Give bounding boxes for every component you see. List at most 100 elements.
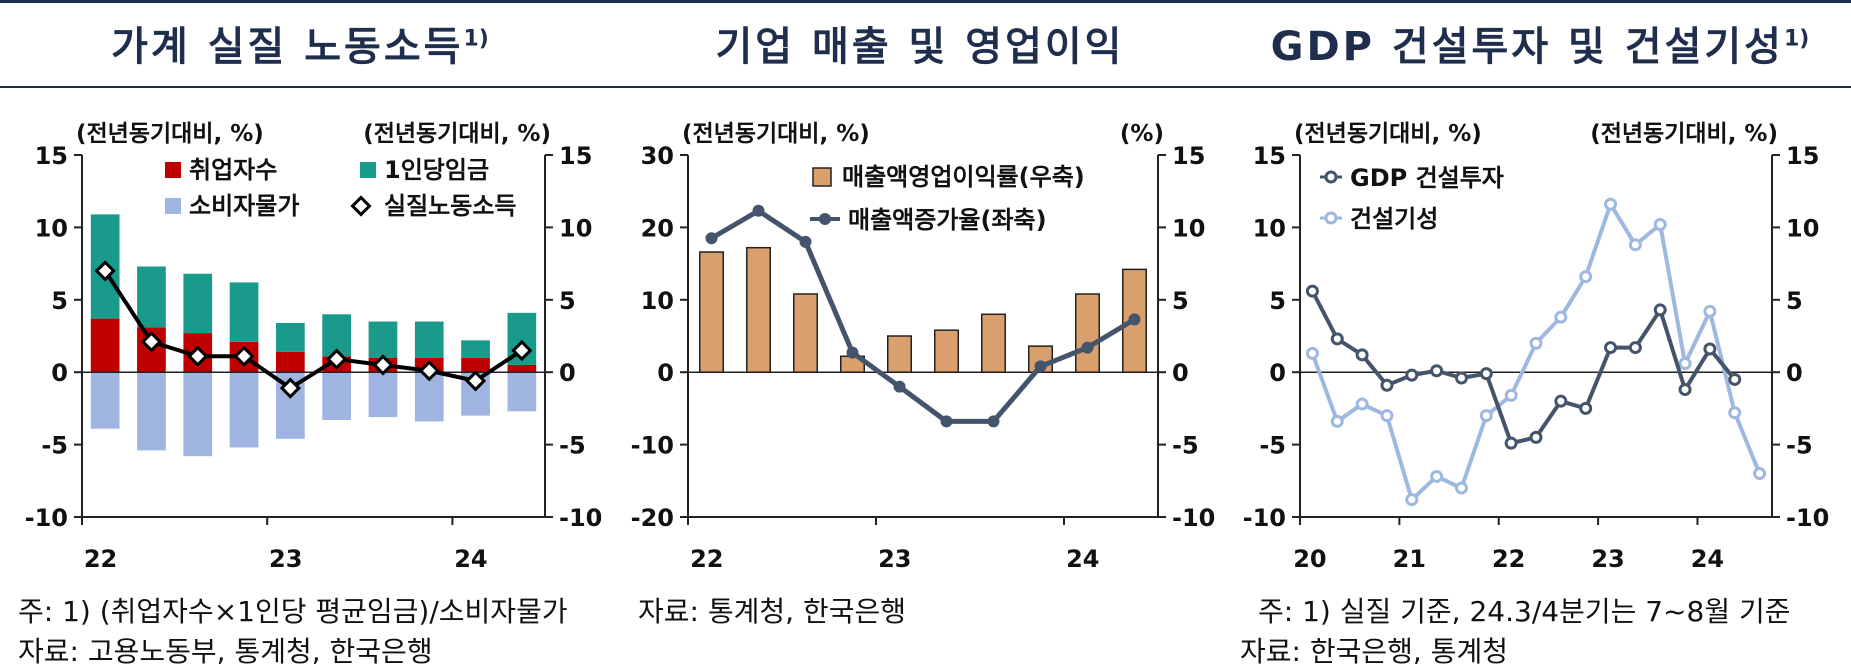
- margin-bar: [699, 251, 724, 373]
- construction-completed-point: [1604, 197, 1618, 211]
- p2-left-unit: (전년동기대비, %): [1294, 121, 1482, 147]
- sales-growth-point: [1081, 341, 1094, 354]
- p2-legend-label: 건설기성: [1350, 205, 1438, 233]
- cpi-bar: [368, 372, 398, 418]
- cpi-bar: [322, 372, 352, 420]
- construction-completed-point: [1305, 346, 1319, 360]
- p0-legend-swatch: [360, 162, 376, 178]
- wage-bar: [275, 322, 305, 352]
- sales-growth-point: [846, 346, 859, 359]
- p0-ytick-label: 15: [35, 142, 68, 170]
- margin-bar: [793, 293, 818, 373]
- construction-completed-point: [1554, 310, 1568, 324]
- cpi-bar: [229, 372, 259, 448]
- p0-y2tick-label: 15: [559, 142, 592, 170]
- p1-y2tick-label: 5: [1172, 287, 1189, 315]
- construction-completed-line: [1310, 202, 1762, 502]
- p2-y2tick-label: 5: [1786, 287, 1803, 315]
- p1-xtick-label: 24: [1066, 545, 1099, 573]
- real-income-point: [372, 354, 394, 376]
- p2-y2tick-label: 0: [1786, 359, 1803, 387]
- gdp-construction-point: [1653, 303, 1667, 317]
- p1-y2tick-label: 15: [1172, 142, 1205, 170]
- wage-bar: [414, 321, 444, 358]
- p2-ytick-label: 10: [1253, 214, 1286, 242]
- p0-ytick-label: 10: [35, 214, 68, 242]
- p2-y2tick-label: -5: [1786, 432, 1813, 460]
- p1-y2tick-label: -5: [1172, 432, 1199, 460]
- p2-xtick-label: 20: [1293, 545, 1326, 573]
- p2-ytick-label: 5: [1269, 287, 1286, 315]
- construction-completed-point: [1454, 481, 1468, 495]
- p1-legend-label: 매출액영업이익률(우축): [842, 163, 1085, 191]
- p2-legend-marker: [1324, 211, 1338, 225]
- construction-completed-point: [1330, 414, 1344, 428]
- p0-right-unit: (전년동기대비, %): [363, 121, 551, 147]
- wage-bar: [137, 266, 166, 328]
- real-income-point: [464, 370, 487, 392]
- construction-completed-point: [1479, 409, 1493, 423]
- cpi-bar: [137, 372, 166, 451]
- sales-growth-point: [752, 204, 765, 217]
- top-rule: [0, 0, 1851, 3]
- real-income-point: [187, 345, 209, 367]
- cpi-bar: [90, 372, 120, 429]
- sales-growth-point: [799, 235, 812, 248]
- wage-bar: [183, 273, 213, 334]
- construction-completed-point: [1678, 357, 1692, 371]
- cpi-bar: [507, 372, 537, 412]
- p0-y2tick-label: 5: [559, 287, 576, 315]
- sales-growth-point: [940, 415, 953, 428]
- p0-legend-swatch: [165, 198, 181, 214]
- gdp-construction-point: [1380, 378, 1394, 392]
- real-income-point: [279, 377, 301, 399]
- margin-bar: [934, 329, 959, 373]
- gdp-construction-point: [1728, 372, 1742, 386]
- p0-y2tick-label: 0: [559, 359, 576, 387]
- wage-bar: [368, 321, 398, 358]
- p1-ytick-label: 0: [657, 359, 674, 387]
- p2-xtick-label: 24: [1691, 545, 1724, 573]
- panel3-note-2: 자료: 한국은행, 통계청: [1240, 635, 1508, 668]
- construction-completed-point: [1753, 467, 1767, 481]
- p2-ytick-label: -10: [1243, 504, 1286, 532]
- p2-y2tick-label: 10: [1786, 214, 1819, 242]
- gdp-construction-point: [1305, 284, 1319, 298]
- gdp-construction-point: [1703, 342, 1717, 356]
- construction-completed-point: [1430, 469, 1444, 483]
- p0-xtick-label: 24: [454, 545, 487, 573]
- real-income-point: [511, 339, 533, 362]
- construction-completed-point: [1529, 336, 1543, 350]
- p1-ytick-label: -20: [631, 504, 674, 532]
- real-income-point: [140, 331, 163, 353]
- p2-xtick-label: 21: [1393, 545, 1426, 573]
- p0-ytick-label: -5: [41, 432, 68, 460]
- p1-xtick-label: 22: [690, 545, 723, 573]
- wage-bar: [229, 282, 259, 342]
- p2-ytick-label: 0: [1269, 359, 1286, 387]
- wage-bar: [461, 340, 490, 358]
- p0-legend-swatch: [165, 162, 181, 178]
- sales-growth-point: [1128, 313, 1141, 326]
- p0-xtick-label: 23: [269, 545, 302, 573]
- employed-bar: [507, 364, 537, 373]
- p0-xtick-label: 22: [84, 545, 117, 573]
- construction-completed-point: [1653, 218, 1667, 232]
- p2-xtick-label: 23: [1591, 545, 1624, 573]
- construction-completed-point: [1405, 493, 1419, 507]
- header-rule: [0, 86, 1851, 88]
- p1-left-unit: (전년동기대비, %): [682, 121, 870, 147]
- real-income-point: [326, 348, 348, 370]
- construction-completed-point: [1355, 397, 1369, 411]
- panel1-title: 가계 실질 노동소득1): [111, 24, 489, 70]
- gdp-construction-point: [1504, 436, 1518, 450]
- p1-ytick-label: -10: [631, 432, 674, 460]
- construction-completed-point: [1628, 238, 1642, 252]
- p0-ytick-label: 0: [51, 359, 68, 387]
- sales-growth-line: [710, 208, 1136, 424]
- gdp-construction-point: [1579, 401, 1593, 415]
- panel3-title: GDP 건설투자 및 건설기성1): [1270, 24, 1810, 70]
- p1-legend-swatch: [812, 167, 832, 187]
- margin-bar: [887, 335, 912, 373]
